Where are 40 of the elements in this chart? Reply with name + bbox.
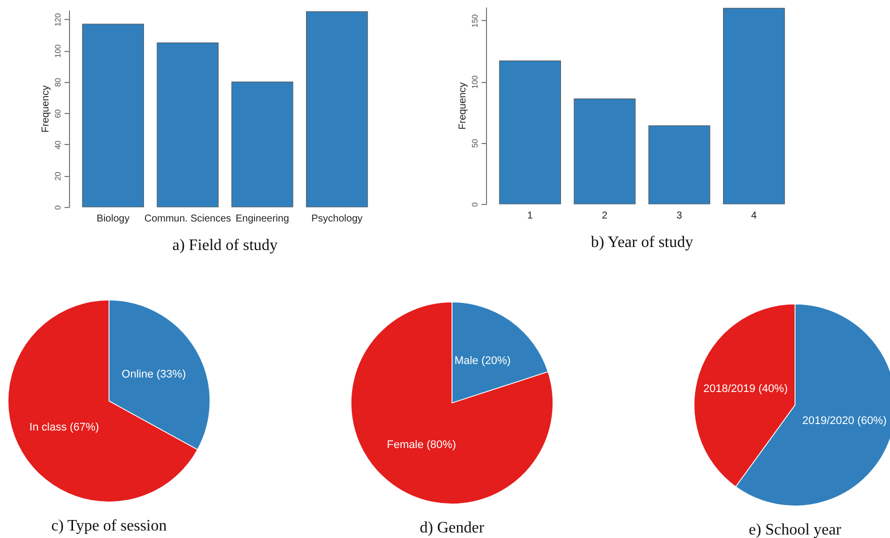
x-tick-label: 2 <box>602 210 608 222</box>
bar <box>499 60 561 204</box>
slice-label: Male (20%) <box>454 354 511 367</box>
slice-label: 2019/2020 (60%) <box>802 415 887 428</box>
slice-label: In class (67%) <box>29 421 100 434</box>
text: a) Field of study <box>172 237 278 254</box>
y-axis-title: Frequency <box>458 82 468 130</box>
y-tick-label: 150 <box>470 14 480 28</box>
y-tick-label: 20 <box>54 171 62 181</box>
bar <box>156 42 219 208</box>
x-tick-label: Biology <box>96 214 130 224</box>
y-tick-label: 60 <box>54 108 62 118</box>
y-tick-label: 40 <box>54 140 62 150</box>
y-tick-label: 80 <box>54 77 62 87</box>
x-tick-label: 4 <box>751 210 758 222</box>
bar <box>82 24 144 208</box>
x-tick-label: Engineering <box>236 214 289 224</box>
text: d) Gender <box>420 520 485 537</box>
y-tick-label: 120 <box>54 12 62 27</box>
x-tick-label: 3 <box>676 210 683 222</box>
y-tick-label: 50 <box>470 138 480 148</box>
text: b) Year of study <box>590 234 694 251</box>
y-tick-label: 100 <box>54 44 62 58</box>
x-tick-label: Psychology <box>311 214 363 224</box>
slice-label: Online (33%) <box>122 368 186 381</box>
slice-label: 2018/2019 (40%) <box>703 382 788 395</box>
bar <box>723 8 785 204</box>
y-axis-title: Frequency <box>40 85 52 133</box>
text: c) Type of session <box>51 518 167 535</box>
x-tick-label: Commun. Sciences <box>144 214 232 224</box>
text: e) School year <box>748 522 842 538</box>
bar <box>648 125 710 204</box>
bar <box>306 11 368 208</box>
bar <box>574 98 636 204</box>
x-tick-label: 1 <box>527 210 534 222</box>
slice-label: Female (80%) <box>386 439 456 452</box>
y-tick-label: 0 <box>54 204 62 210</box>
bar <box>231 82 294 208</box>
y-tick-label: 0 <box>470 202 480 207</box>
y-tick-label: 100 <box>470 74 480 89</box>
